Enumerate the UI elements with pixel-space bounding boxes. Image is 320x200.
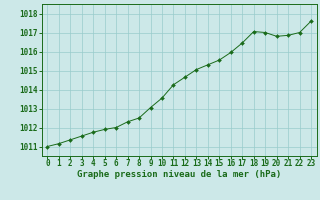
X-axis label: Graphe pression niveau de la mer (hPa): Graphe pression niveau de la mer (hPa) — [77, 170, 281, 179]
